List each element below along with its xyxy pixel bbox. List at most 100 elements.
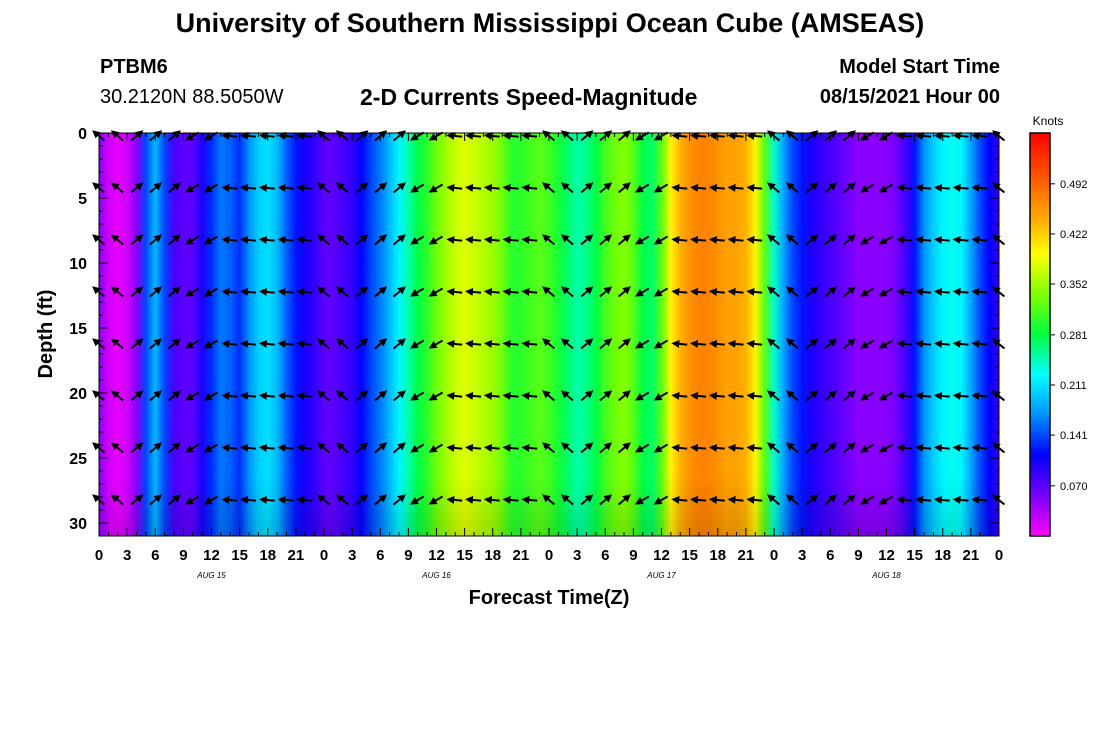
current-arrow xyxy=(859,339,875,349)
x-tick-label: 9 xyxy=(404,547,412,564)
heatmap-area xyxy=(99,133,999,536)
current-arrow xyxy=(130,182,144,194)
x-tick-label: 3 xyxy=(123,547,131,564)
current-arrow xyxy=(896,391,913,400)
current-arrow xyxy=(374,390,388,402)
current-arrow xyxy=(653,287,669,297)
current-arrow xyxy=(915,183,932,192)
current-arrow xyxy=(580,494,594,506)
current-arrow xyxy=(708,339,725,348)
current-arrow xyxy=(317,234,331,246)
colorbar-unit-label: Knots xyxy=(1033,114,1064,128)
current-arrow xyxy=(465,339,482,348)
current-arrow xyxy=(824,442,838,454)
x-tick-label: 0 xyxy=(545,547,553,564)
current-arrow xyxy=(824,390,838,402)
current-arrow xyxy=(824,286,838,298)
current-arrow xyxy=(617,390,631,402)
current-arrow xyxy=(409,339,425,349)
current-arrow xyxy=(221,287,238,296)
current-arrow xyxy=(727,235,744,244)
current-arrow xyxy=(859,235,875,245)
current-arrow xyxy=(690,183,707,192)
current-arrow xyxy=(184,339,200,349)
current-arrow xyxy=(258,443,275,452)
current-arrow xyxy=(203,183,219,193)
current-arrow xyxy=(580,390,594,402)
current-arrow xyxy=(878,235,894,245)
current-arrow xyxy=(542,494,556,506)
current-arrow xyxy=(502,235,519,244)
current-arrow xyxy=(355,182,369,194)
current-arrow xyxy=(203,287,219,297)
current-arrow xyxy=(392,286,406,298)
current-arrow xyxy=(483,339,500,348)
current-arrow xyxy=(203,495,219,505)
current-arrow xyxy=(952,495,969,504)
current-arrow xyxy=(110,234,124,246)
current-arrow xyxy=(521,391,538,400)
current-arrow xyxy=(727,391,744,400)
current-arrow xyxy=(149,442,163,454)
current-arrow xyxy=(374,182,388,194)
current-arrow xyxy=(167,338,181,350)
current-arrow xyxy=(560,234,574,246)
current-arrow xyxy=(785,234,799,246)
current-arrow xyxy=(277,183,294,192)
current-arrow xyxy=(634,183,650,193)
current-arrow xyxy=(767,390,781,402)
current-arrow xyxy=(110,286,124,298)
model-start-label: Model Start Time xyxy=(839,56,1000,78)
x-tick-label: 3 xyxy=(573,547,581,564)
current-arrow xyxy=(240,495,257,504)
current-arrow xyxy=(952,339,969,348)
current-arrow xyxy=(465,495,482,504)
current-arrow xyxy=(110,390,124,402)
current-arrow xyxy=(446,391,463,400)
current-arrow xyxy=(878,391,894,401)
current-arrow xyxy=(355,442,369,454)
current-arrow xyxy=(502,495,519,504)
current-arrow xyxy=(785,182,799,194)
current-arrow xyxy=(915,235,932,244)
current-arrow xyxy=(258,391,275,400)
station-coordinates: 30.2120N 88.5050W xyxy=(100,86,284,108)
current-arrow xyxy=(599,234,613,246)
current-arrow xyxy=(617,182,631,194)
colorbar-tick-label: 0.281 xyxy=(1060,330,1088,342)
current-arrow xyxy=(878,443,894,453)
x-tick-label: 0 xyxy=(995,547,1003,564)
x-tick-label: 6 xyxy=(826,547,834,564)
current-arrow xyxy=(392,338,406,350)
current-arrow xyxy=(184,391,200,401)
current-arrow xyxy=(690,443,707,452)
current-arrow xyxy=(409,391,425,401)
x-tick-label: 9 xyxy=(179,547,187,564)
current-arrow xyxy=(203,443,219,453)
plot-title: 2-D Currents Speed-Magnitude xyxy=(360,84,698,110)
current-arrow xyxy=(708,495,725,504)
current-arrow xyxy=(258,235,275,244)
current-arrow xyxy=(149,234,163,246)
current-arrow xyxy=(446,183,463,192)
colorbar-ticks: 0.070 0.141 0.211 0.281 0.352 0.422 0.492 xyxy=(1050,179,1088,493)
current-arrow xyxy=(149,390,163,402)
x-tick-label: 18 xyxy=(259,547,276,564)
current-arrow xyxy=(428,495,444,505)
x-tick-label: 15 xyxy=(681,547,698,564)
colorbar-tick-label: 0.352 xyxy=(1060,279,1088,291)
current-arrow xyxy=(258,287,275,296)
current-arrow xyxy=(483,235,500,244)
current-arrow xyxy=(446,235,463,244)
current-arrow xyxy=(952,443,969,452)
current-arrow xyxy=(617,338,631,350)
x-tick-label: 6 xyxy=(376,547,384,564)
current-arrow xyxy=(653,495,669,505)
current-arrow xyxy=(240,287,257,296)
current-arrow xyxy=(805,286,819,298)
current-arrow xyxy=(671,443,688,452)
current-arrow xyxy=(374,338,388,350)
current-arrow xyxy=(542,442,556,454)
current-arrow xyxy=(130,442,144,454)
current-arrow xyxy=(785,390,799,402)
